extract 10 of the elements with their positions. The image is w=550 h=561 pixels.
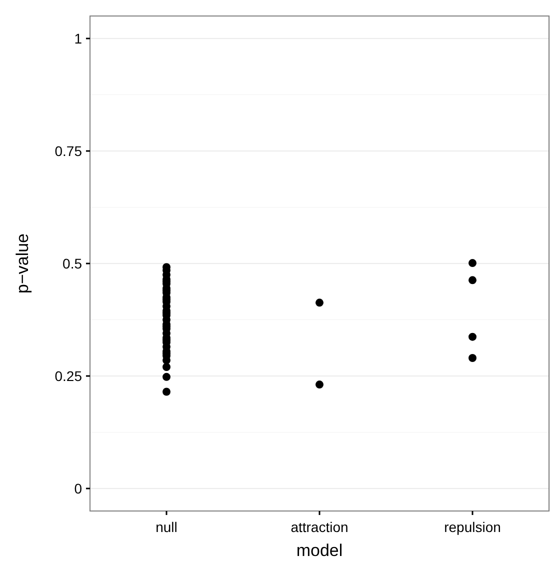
x-tick-label: repulsion [444,519,501,535]
x-tick-label: null [156,519,178,535]
y-tick-label: 0 [74,480,82,496]
x-tick-label: attraction [290,519,348,535]
y-tick-label: 1 [74,30,82,46]
y-tick-label: 0.5 [62,255,82,272]
y-tick-label: 0.25 [54,368,82,384]
y-axis-title: p−value [13,233,32,294]
y-tick-label: 0.75 [54,142,82,159]
x-axis-title: model [296,541,343,560]
